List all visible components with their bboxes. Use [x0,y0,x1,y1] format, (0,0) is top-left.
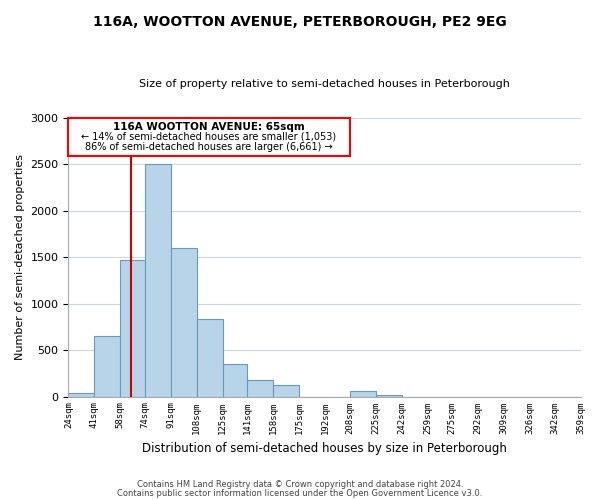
Text: Contains public sector information licensed under the Open Government Licence v3: Contains public sector information licen… [118,488,482,498]
Bar [171,248,197,396]
Bar [223,364,247,396]
Text: 116A WOOTTON AVENUE: 65sqm: 116A WOOTTON AVENUE: 65sqm [113,122,305,132]
Y-axis label: Number of semi-detached properties: Number of semi-detached properties [15,154,25,360]
Bar [68,393,94,396]
X-axis label: Distribution of semi-detached houses by size in Peterborough: Distribution of semi-detached houses by … [142,442,507,455]
Text: Contains HM Land Registry data © Crown copyright and database right 2024.: Contains HM Land Registry data © Crown c… [137,480,463,489]
Bar [376,394,401,396]
Bar [350,392,376,396]
Bar [145,164,171,396]
Text: 86% of semi-detached houses are larger (6,661) →: 86% of semi-detached houses are larger (… [85,142,333,152]
Bar [273,386,299,396]
Bar [197,320,223,396]
Text: 116A, WOOTTON AVENUE, PETERBOROUGH, PE2 9EG: 116A, WOOTTON AVENUE, PETERBOROUGH, PE2 … [93,15,507,29]
Text: ← 14% of semi-detached houses are smaller (1,053): ← 14% of semi-detached houses are smalle… [82,132,337,142]
Bar [94,336,121,396]
FancyBboxPatch shape [68,118,350,156]
Bar [121,260,145,396]
Title: Size of property relative to semi-detached houses in Peterborough: Size of property relative to semi-detach… [139,79,510,89]
Bar [247,380,273,396]
